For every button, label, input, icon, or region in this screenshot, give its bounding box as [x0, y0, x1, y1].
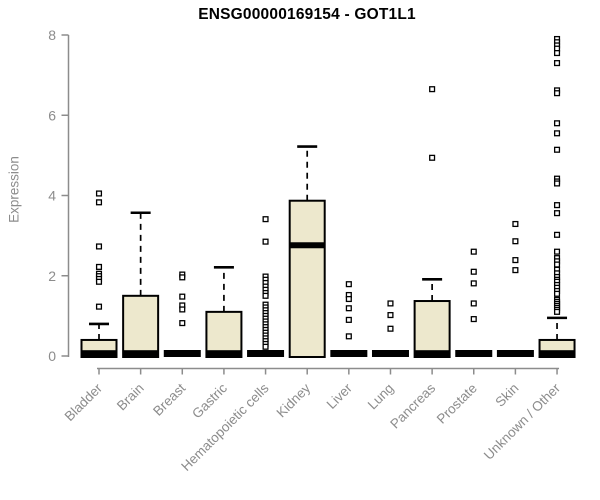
- outlier-point: [553, 180, 561, 187]
- boxplot-breast: [163, 271, 201, 357]
- median-line: [247, 350, 285, 357]
- x-tick-label: Unknown / Other: [481, 380, 564, 463]
- boxplot-kidney: [288, 145, 326, 358]
- x-tick-label: Pancreas: [387, 380, 438, 431]
- box-rect: [288, 199, 326, 358]
- x-tick-label: Prostate: [434, 381, 480, 427]
- y-tick-label: 6: [48, 107, 56, 123]
- boxplot-brain: [122, 211, 160, 358]
- outlier-point: [470, 300, 477, 307]
- outlier-point: [553, 50, 561, 57]
- median-line: [163, 350, 201, 357]
- median-line: [81, 350, 117, 357]
- outlier-point: [95, 199, 103, 206]
- x-tick-label: Bladder: [62, 380, 106, 424]
- outlier-point: [470, 268, 477, 275]
- median-line: [330, 350, 368, 357]
- outlier-point: [512, 267, 519, 274]
- outlier-point: [429, 86, 436, 93]
- median-line: [539, 350, 575, 357]
- outlier-point: [553, 146, 561, 153]
- boxplot-liver: [330, 281, 368, 357]
- boxplot-unknown-other: [538, 35, 576, 359]
- outlier-point: [470, 280, 477, 287]
- outlier-point: [345, 281, 352, 288]
- outlier-point: [179, 293, 186, 300]
- outlier-point: [345, 305, 352, 312]
- median-line: [455, 350, 493, 357]
- outlier-point: [470, 248, 477, 255]
- x-tick-label: Liver: [324, 380, 356, 412]
- outlier-point: [95, 263, 103, 270]
- box-rect: [413, 300, 451, 358]
- x-tick-label: Brain: [114, 381, 147, 414]
- outlier-point: [95, 243, 103, 250]
- outlier-point: [553, 248, 561, 255]
- median-line: [414, 350, 450, 357]
- outlier-point: [553, 231, 561, 238]
- outlier-point: [387, 325, 394, 332]
- outlier-point: [345, 316, 352, 323]
- outlier-point: [95, 278, 103, 285]
- outlier-point: [553, 261, 561, 268]
- outlier-point: [553, 90, 561, 97]
- outlier-point: [95, 190, 103, 197]
- outlier-point: [262, 216, 269, 223]
- outlier-point: [179, 320, 186, 327]
- outlier-point: [262, 343, 269, 350]
- outlier-point: [179, 306, 186, 313]
- boxplot-pancreas: [413, 86, 451, 358]
- x-tick-label: Breast: [150, 380, 188, 418]
- outlier-point: [553, 60, 561, 67]
- outlier-point: [553, 120, 561, 127]
- outlier-point: [262, 292, 269, 299]
- outlier-point: [512, 257, 519, 264]
- box-rect: [205, 310, 243, 358]
- outlier-point: [95, 303, 103, 310]
- outlier-point: [345, 295, 352, 303]
- boxplot-prostate: [455, 248, 493, 357]
- boxplot-lung: [371, 300, 409, 357]
- x-tick-label: Lung: [365, 381, 397, 413]
- boxplot-skin: [496, 220, 534, 357]
- outlier-point: [262, 238, 269, 245]
- median-line: [289, 242, 325, 249]
- x-tick-label: Kidney: [274, 380, 314, 420]
- x-tick-label: Skin: [492, 381, 521, 410]
- outlier-point: [553, 308, 561, 315]
- median-line: [123, 350, 159, 357]
- outlier-point: [553, 130, 561, 137]
- outlier-point: [470, 316, 477, 323]
- y-tick-label: 4: [48, 188, 56, 204]
- outlier-point: [387, 300, 394, 307]
- outlier-point: [512, 238, 519, 245]
- median-line: [206, 350, 242, 357]
- outlier-point: [512, 220, 519, 228]
- outlier-point: [179, 274, 186, 281]
- outlier-point: [345, 333, 352, 340]
- y-tick-label: 8: [48, 27, 56, 43]
- y-tick-label: 0: [48, 348, 56, 364]
- box-rect: [122, 294, 160, 358]
- median-line: [371, 350, 409, 357]
- outlier-point: [429, 154, 436, 161]
- outlier-point: [387, 312, 394, 319]
- chart-title: ENSG00000169154 - GOT1L1: [198, 6, 416, 23]
- outlier-point: [553, 202, 561, 209]
- y-tick-label: 2: [48, 268, 56, 284]
- boxplot-hematopoietic-cells: [247, 216, 285, 357]
- boxplot-gastric: [205, 266, 243, 358]
- x-tick-label: Gastric: [189, 380, 230, 421]
- median-line: [496, 350, 534, 357]
- outlier-point: [553, 210, 561, 217]
- outlier-point: [553, 290, 561, 297]
- boxplot-bladder: [80, 190, 118, 359]
